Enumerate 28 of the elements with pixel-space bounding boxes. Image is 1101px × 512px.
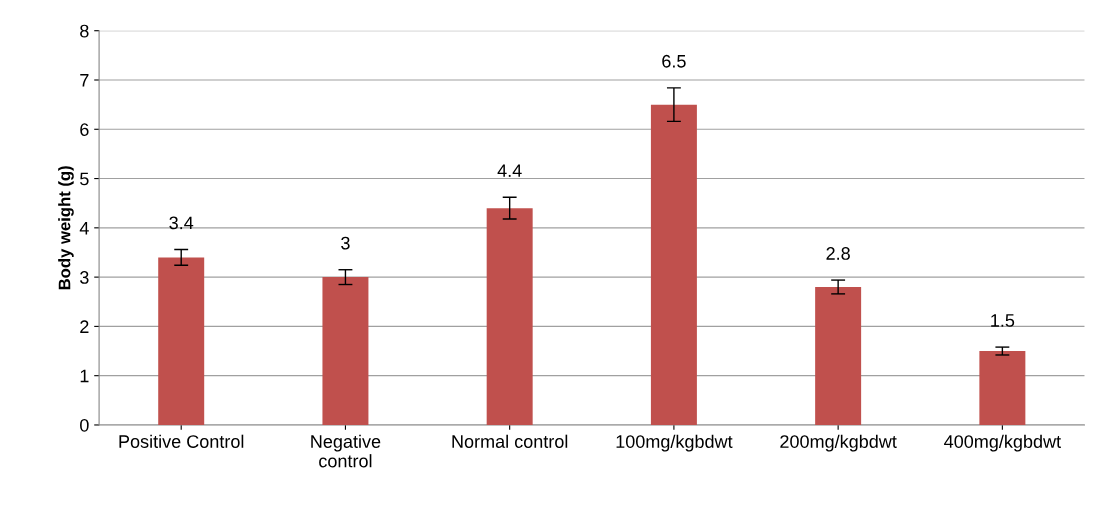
data-label: 3.4 xyxy=(169,216,194,230)
data-label: 6.5 xyxy=(662,54,686,68)
y-tick-label: 6 xyxy=(80,123,89,136)
y-tick-label: 2 xyxy=(80,320,89,333)
y-tick-label: 5 xyxy=(80,172,89,186)
x-tick-label: Normal control xyxy=(452,434,568,448)
x-tick-label: 400mg/kgbdwt xyxy=(944,434,1061,452)
x-tick-label: 200mg/kgbdwt xyxy=(780,434,897,452)
x-tick-label: 100mg/kgbdwt xyxy=(616,434,733,452)
data-label: 3 xyxy=(341,236,350,250)
data-label: 2.8 xyxy=(826,247,850,260)
y-tick-label: 8 xyxy=(80,24,89,38)
y-tick-label: 7 xyxy=(80,74,89,87)
bar xyxy=(322,277,369,425)
bar xyxy=(158,257,205,425)
bar xyxy=(815,286,862,425)
y-axis-title: Body weight (g) xyxy=(58,166,74,290)
data-label: 4.4 xyxy=(497,164,522,177)
y-tick-label: 1 xyxy=(80,369,89,383)
x-tick-label: Positive Control xyxy=(119,434,244,448)
bar xyxy=(650,104,697,425)
data-label: 1.5 xyxy=(991,314,1015,327)
y-tick-label: 0 xyxy=(80,418,89,432)
y-tick-label: 4 xyxy=(79,221,89,235)
bar xyxy=(979,351,1026,425)
y-tick-label: 3 xyxy=(80,271,89,284)
bar xyxy=(486,208,533,425)
x-tick-label: Negative control xyxy=(311,434,381,468)
